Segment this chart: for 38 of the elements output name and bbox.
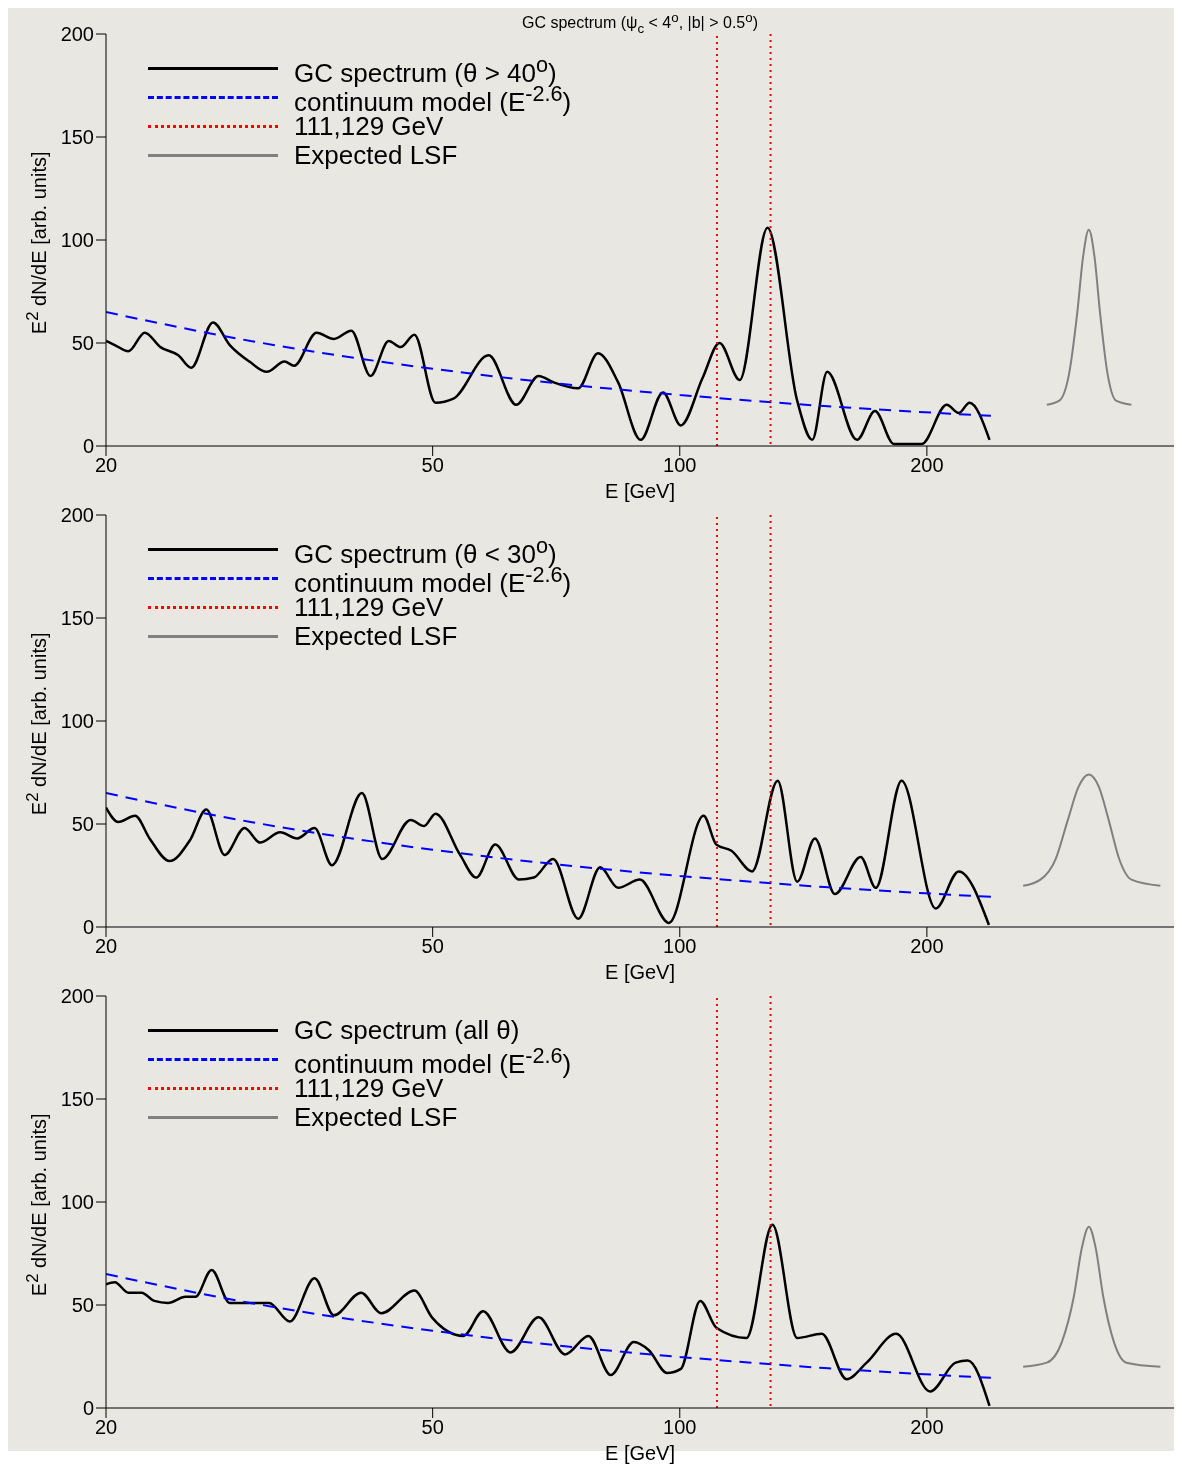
y-tick-label: 0 <box>82 916 94 939</box>
y-tick-label: 0 <box>82 435 94 458</box>
legend-label: 111,129 GeV <box>294 111 444 141</box>
y-tick-label: 150 <box>60 126 94 149</box>
y-tick-label: 100 <box>60 710 94 733</box>
y-tick-label: 200 <box>60 985 94 1008</box>
y-tick-label: 0 <box>82 1397 94 1420</box>
legend-label: Expected LSF <box>294 621 458 651</box>
x-tick-label: 20 <box>94 935 118 958</box>
y-tick-label: 100 <box>60 229 94 252</box>
y-tick-label: 50 <box>71 1294 94 1317</box>
x-tick-label: 20 <box>94 1416 118 1439</box>
x-axis-title: E [GeV] <box>604 1442 676 1465</box>
y-tick-label: 150 <box>60 607 94 630</box>
x-axis-title: E [GeV] <box>604 480 676 503</box>
x-tick-label: 50 <box>421 1416 444 1439</box>
x-tick-label: 20 <box>94 454 118 477</box>
x-tick-label: 50 <box>421 454 444 477</box>
legend-label: GC spectrum (all θ) <box>294 1015 520 1045</box>
legend-label: Expected LSF <box>294 140 458 170</box>
x-tick-label: 50 <box>421 935 444 958</box>
x-tick-label: 100 <box>663 935 697 958</box>
x-axis-title: E [GeV] <box>604 961 676 984</box>
chart-title: GC spectrum (ψ$_{c}$ < 4$^{o}$, |b| > 0.5$^{o}$) <box>521 10 759 36</box>
x-tick-label: 100 <box>663 454 697 477</box>
y-tick-label: 100 <box>60 1191 94 1214</box>
x-tick-label: 200 <box>910 935 944 958</box>
x-tick-label: 100 <box>663 1416 697 1439</box>
y-tick-label: 200 <box>60 23 94 46</box>
y-tick-label: 50 <box>71 813 94 836</box>
legend-label: 111,129 GeV <box>294 592 444 622</box>
x-tick-label: 200 <box>910 1416 944 1439</box>
y-tick-label: 150 <box>60 1088 94 1111</box>
x-tick-label: 200 <box>910 454 944 477</box>
y-tick-label: 50 <box>71 332 94 355</box>
legend-label: Expected LSF <box>294 1102 458 1132</box>
legend-label: 111,129 GeV <box>294 1073 444 1103</box>
y-tick-label: 200 <box>60 504 94 527</box>
